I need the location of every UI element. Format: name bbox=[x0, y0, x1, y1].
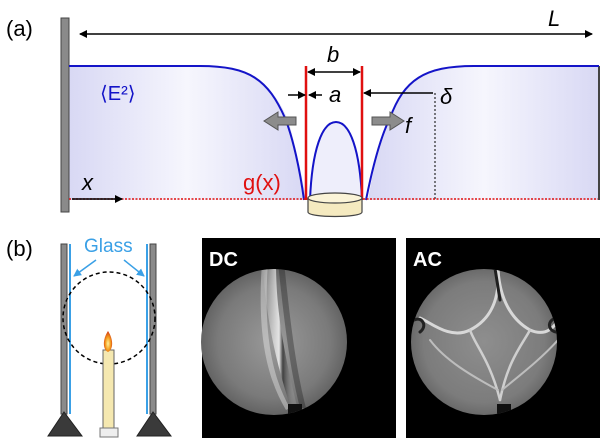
field-region-center bbox=[310, 122, 362, 200]
glass-setup: Glass bbox=[47, 236, 172, 438]
panel-a: (a) L ⟨E²⟩ b a δ f bbox=[6, 6, 600, 218]
flame bbox=[103, 331, 113, 352]
coordinate-label: x bbox=[81, 170, 94, 195]
width-label: b bbox=[327, 42, 339, 67]
function-label: g(x) bbox=[243, 170, 281, 195]
candle-base bbox=[99, 427, 119, 438]
panel-b-label: (b) bbox=[6, 236, 33, 261]
distance-label: δ bbox=[440, 84, 453, 109]
panel-a-label: (a) bbox=[6, 16, 33, 41]
field-region bbox=[68, 66, 306, 200]
field-curve-center bbox=[309, 120, 363, 201]
dc-label: DC bbox=[209, 249, 238, 271]
force-label: f bbox=[405, 113, 414, 138]
force-arrow-right bbox=[371, 111, 405, 131]
force-arrow-left bbox=[263, 111, 297, 131]
length-label: L bbox=[548, 6, 560, 31]
ac-photo: AC bbox=[406, 238, 600, 438]
panel-b: (b) Glass bbox=[6, 236, 600, 438]
right-stand bbox=[136, 411, 172, 437]
glass-label: Glass bbox=[84, 236, 133, 257]
gap-label: a bbox=[329, 82, 341, 107]
glass-arrow-left bbox=[73, 259, 97, 277]
field-label: ⟨E²⟩ bbox=[100, 83, 136, 105]
left-stand bbox=[47, 411, 83, 437]
right-plate bbox=[149, 243, 157, 415]
dc-photo: DC bbox=[201, 238, 396, 438]
candle-dish-top bbox=[307, 192, 363, 204]
glass-arrow-right bbox=[123, 259, 145, 277]
candle bbox=[102, 349, 115, 431]
ac-label: AC bbox=[413, 249, 442, 271]
left-wall bbox=[60, 17, 70, 213]
field-region-right bbox=[368, 66, 600, 200]
